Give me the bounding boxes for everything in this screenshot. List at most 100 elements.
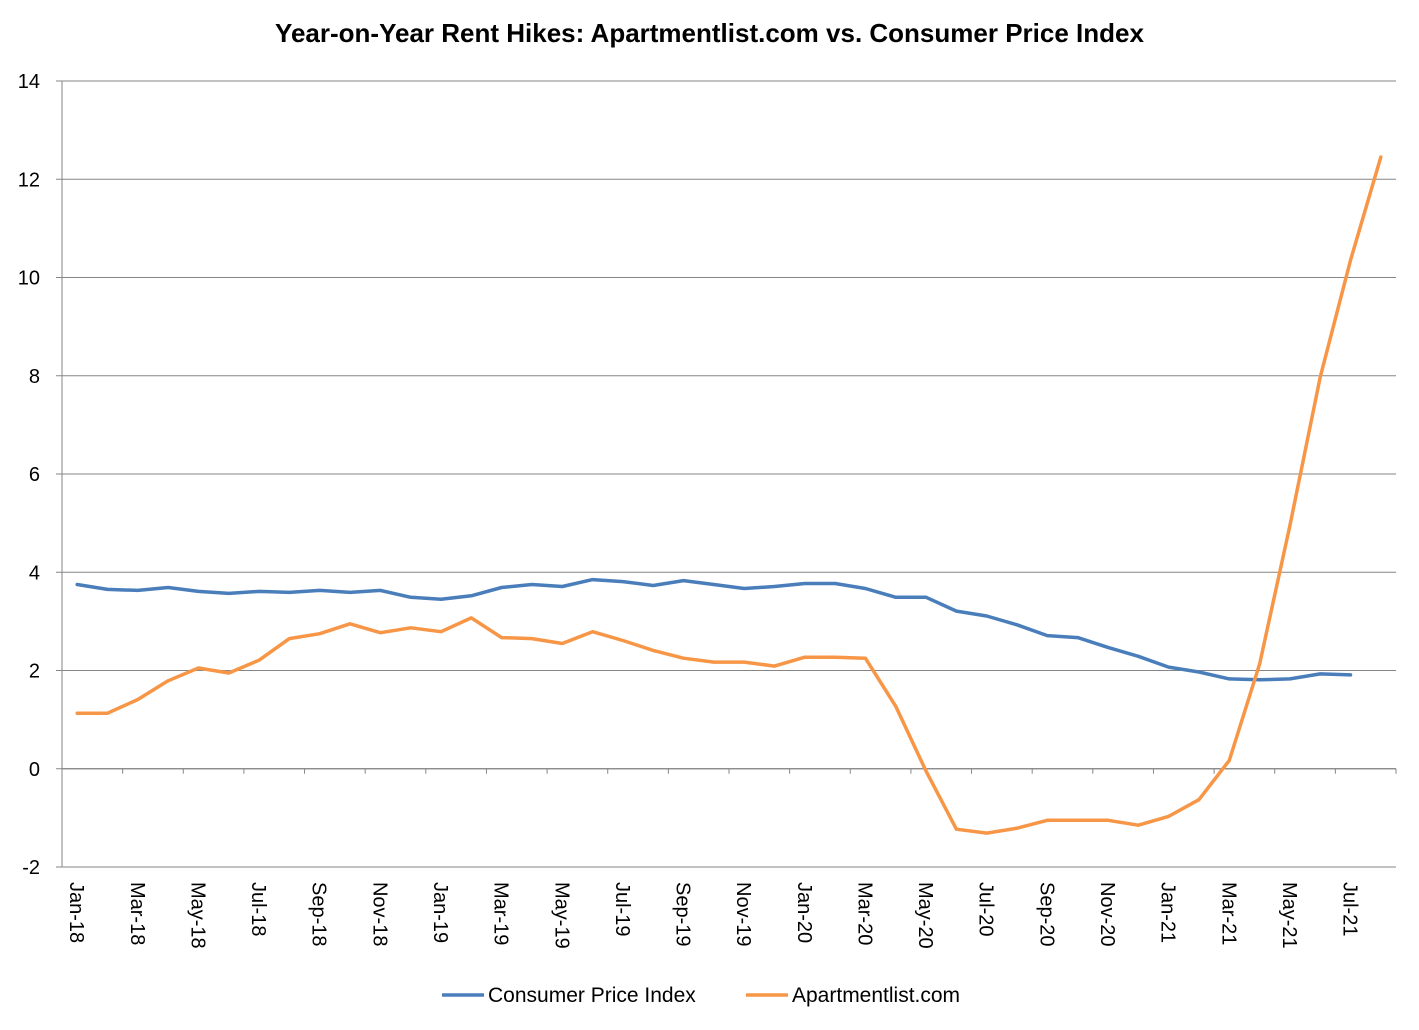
data-point: [287, 590, 291, 594]
data-point: [773, 664, 776, 668]
data-point: [1197, 798, 1201, 802]
data-point: [1136, 823, 1140, 827]
data-point: [1258, 678, 1262, 682]
x-tick-label: May-21: [1278, 882, 1300, 949]
data-point: [591, 630, 595, 634]
data-point: [530, 637, 534, 641]
data-point: [621, 580, 625, 584]
series-lines: [75, 155, 1383, 835]
data-point: [1167, 814, 1171, 818]
data-point: [1197, 670, 1201, 674]
data-point: [924, 769, 928, 773]
data-point: [166, 679, 170, 683]
x-tick-label: Mar-19: [490, 882, 512, 945]
data-point: [803, 655, 807, 659]
x-tick-label: Jul-20: [975, 882, 997, 936]
data-point: [954, 609, 958, 613]
y-tick-label: 6: [29, 464, 40, 486]
y-tick-label: 4: [29, 562, 40, 584]
data-point: [1106, 645, 1110, 649]
y-tick-label: -2: [22, 857, 40, 879]
series-line-2: [75, 155, 1383, 835]
series-line-1: [75, 577, 1353, 682]
data-point: [348, 622, 352, 626]
legend: Consumer Price Index Apartmentlist.com: [442, 984, 960, 1007]
data-point: [1015, 623, 1019, 627]
data-point: [530, 583, 534, 586]
y-tick-label: 2: [29, 661, 40, 683]
data-point: [106, 711, 109, 715]
data-point: [682, 656, 685, 660]
data-point: [833, 655, 837, 659]
data-point: [651, 648, 655, 652]
y-tick-label: 12: [18, 169, 40, 191]
y-tick-label: 14: [18, 71, 40, 93]
data-point: [500, 636, 504, 640]
data-point: [651, 584, 655, 587]
data-point: [863, 656, 867, 660]
data-point: [954, 827, 958, 831]
data-point: [136, 588, 140, 592]
data-point: [863, 587, 867, 590]
data-point: [1258, 662, 1262, 666]
x-tick-label: Jul-18: [247, 882, 269, 936]
data-point: [257, 589, 261, 593]
chart-title: Year-on-Year Rent Hikes: Apartmentlist.c…: [275, 18, 1144, 48]
data-point: [1015, 826, 1019, 830]
data-point: [136, 698, 140, 701]
data-point: [1288, 677, 1292, 681]
data-point: [1379, 155, 1383, 159]
data-point: [591, 578, 595, 582]
data-point: [257, 658, 261, 662]
data-point: [924, 595, 928, 599]
data-point: [1076, 636, 1080, 640]
data-point: [287, 637, 291, 641]
data-point: [712, 660, 716, 664]
x-axis-ticks: Jan-18 Mar-18 May-18 Jul-18 Sep-18 Nov-18 Jan-…: [65, 882, 1360, 949]
data-point: [1318, 375, 1322, 379]
legend-label: Consumer Price Index: [488, 984, 696, 1007]
data-point: [378, 588, 382, 592]
x-tick-label: Jul-19: [611, 882, 633, 936]
y-tick-label: 10: [18, 268, 40, 290]
y-tick-label: 8: [29, 366, 40, 388]
x-tick-label: May-18: [186, 882, 208, 949]
data-point: [166, 586, 170, 589]
x-tick-label: Jul-21: [1339, 882, 1361, 936]
data-point: [682, 579, 685, 583]
x-tick-label: May-20: [914, 882, 936, 949]
x-tick-label: Sep-20: [1035, 882, 1057, 947]
data-point: [75, 583, 79, 586]
x-tick-label: Nov-18: [368, 882, 390, 946]
data-point: [1349, 673, 1352, 677]
data-point: [803, 582, 807, 585]
data-point: [985, 614, 989, 618]
data-point: [1045, 818, 1049, 822]
data-point: [560, 642, 564, 645]
x-tick-label: Jan-21: [1157, 882, 1179, 943]
data-point: [378, 631, 382, 635]
y-tick-label: 0: [29, 759, 40, 781]
data-point: [439, 597, 443, 601]
x-tick-label: Mar-21: [1217, 882, 1239, 945]
gridlines: [62, 80, 1396, 868]
data-point: [227, 671, 231, 675]
data-point: [742, 660, 746, 664]
data-point: [1227, 758, 1231, 762]
data-point: [196, 666, 200, 670]
x-tick-label: Mar-20: [853, 882, 875, 945]
x-tick-label: Jan-18: [65, 882, 87, 943]
data-point: [1227, 677, 1231, 681]
data-point: [469, 594, 473, 598]
data-point: [75, 711, 79, 715]
x-tick-label: May-19: [550, 882, 572, 949]
data-point: [894, 704, 898, 708]
x-tick-label: Nov-20: [1096, 882, 1118, 946]
data-point: [1045, 634, 1049, 638]
data-point: [318, 588, 322, 592]
x-tick-label: Mar-18: [126, 882, 148, 945]
data-point: [712, 583, 716, 586]
x-tick-label: Sep-18: [308, 882, 330, 947]
data-point: [560, 585, 564, 588]
data-point: [621, 639, 625, 642]
